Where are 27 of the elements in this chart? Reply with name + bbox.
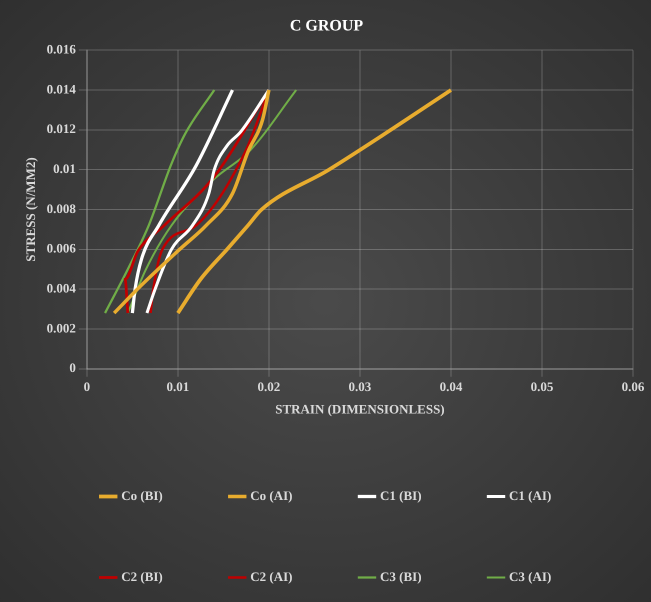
x-tick-label: 0 (84, 378, 90, 394)
y-tick-label: 0.008 (46, 200, 76, 216)
legend-label: C3 (BI) (380, 568, 422, 584)
x-tick-label: 0.06 (622, 378, 645, 394)
legend-label: C2 (BI) (121, 568, 163, 584)
legend-label: Co (BI) (121, 488, 163, 503)
x-tick-label: 0.01 (166, 378, 190, 394)
chart-title: C GROUP (290, 18, 364, 35)
legend-label: C1 (AI) (509, 488, 552, 503)
y-tick-label: 0.012 (46, 121, 76, 136)
x-tick-label: 0.04 (440, 378, 463, 394)
y-tick-label: 0.01 (53, 161, 76, 176)
legend-label: C1 (BI) (380, 488, 422, 503)
y-tick-label: 0.006 (46, 240, 76, 256)
y-tick-label: 0.004 (46, 280, 76, 296)
legend-label: Co (AI) (250, 488, 293, 503)
y-tick-label: 0.014 (46, 81, 76, 96)
x-tick-label: 0.02 (258, 378, 280, 394)
x-tick-label: 0.03 (348, 378, 372, 394)
y-tick-label: 0 (69, 360, 76, 376)
legend-label: C2 (AI) (250, 568, 293, 584)
x-tick-label: 0.05 (530, 378, 554, 394)
y-axis-title: STRESS (N/MM2) (23, 157, 38, 262)
y-tick-label: 0.002 (46, 320, 76, 336)
y-tick-label: 0.016 (46, 42, 76, 57)
x-axis-title: STRAIN (DIMENSIONLESS) (275, 402, 445, 417)
legend-label: C3 (AI) (509, 568, 552, 584)
